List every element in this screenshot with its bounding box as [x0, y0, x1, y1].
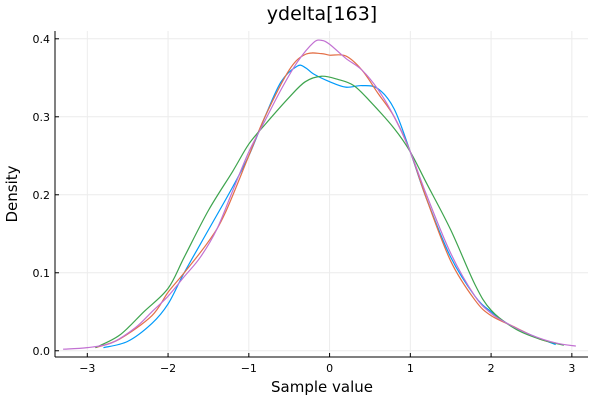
grid	[55, 31, 588, 357]
density-series-line-4	[63, 39, 576, 350]
y-tick-label: 0.4	[33, 33, 51, 46]
x-tick-label: −3	[79, 362, 95, 375]
x-tick-label: 0	[326, 362, 333, 375]
x-tick-label: 2	[488, 362, 495, 375]
chart-title: ydelta[163]	[267, 3, 377, 25]
x-tick-label: −2	[160, 362, 176, 375]
y-tick-label: 0.0	[33, 345, 51, 358]
x-tick-label: 3	[568, 362, 575, 375]
y-tick-label: 0.1	[33, 267, 51, 280]
series-layer	[63, 39, 576, 350]
x-tick-label: −1	[241, 362, 257, 375]
x-tick-label: 1	[407, 362, 414, 375]
y-tick-label: 0.2	[33, 189, 51, 202]
tick-labels: −3 −2 −1 0 1 2 3 0.0 0.1 0.2 0.3 0.4	[33, 33, 576, 375]
y-axis-label: Density	[3, 165, 21, 222]
x-axis-label: Sample value	[271, 378, 373, 396]
axes	[54, 31, 588, 358]
y-tick-label: 0.3	[33, 111, 51, 124]
density-series-line-2	[95, 52, 556, 349]
density-series-line-3	[95, 75, 564, 349]
